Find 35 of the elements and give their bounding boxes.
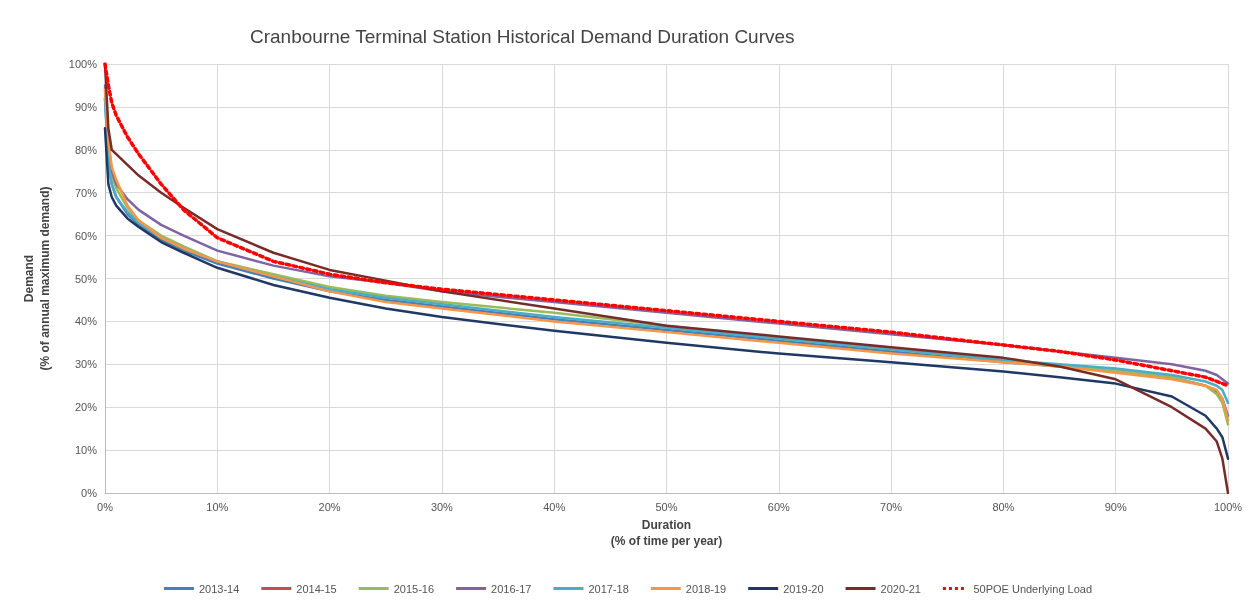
legend-label: 2016-17 [491,582,532,595]
x-tick-label: 60% [767,500,791,513]
y-tick-label: 10% [74,444,98,457]
x-tick-label: 30% [430,500,454,513]
line-series [103,127,1230,460]
x-tick-label: 50% [655,500,678,513]
x-tick-label: 20% [318,500,341,513]
x-axis-title: Duration (% of time per year) [610,517,723,548]
legend-label: 50POE Underlying Load [973,582,1093,595]
chart-title: Cranbourne Terminal Station Historical Demand Duration Curves [250,26,795,47]
y-tick-label: 80% [74,143,98,156]
x-tick-label: 80% [992,500,1015,513]
y-tick-label: 20% [74,401,98,414]
legend-label: 2013-14 [198,582,240,595]
y-tick-label: 50% [74,272,98,285]
legend-label: 2017-18 [588,582,629,595]
y-tick-label: 100% [68,58,98,70]
legend-label: 2020-21 [880,582,921,595]
x-tick-label: 40% [543,500,566,513]
legend-label: 2018-19 [685,582,727,595]
x-tick-label: 10% [206,500,229,513]
y-tick-label: 0% [81,487,98,499]
y-tick-label: 30% [74,358,98,371]
x-tick-label: 70% [880,500,903,513]
y-tick-label: 90% [74,100,98,113]
x-tick-label: 0% [97,500,114,513]
y-tick-label: 70% [74,186,98,199]
legend-label: 2015-16 [393,582,435,595]
y-tick-label: 40% [74,315,98,328]
y-axis-title: Demand (% of annual maximum demand) [22,186,52,371]
y-tick-label: 60% [74,229,98,242]
legend-label: 2014-15 [296,582,337,595]
legend-label: 2019-20 [783,582,824,595]
x-tick-label: 100% [1213,500,1243,513]
x-tick-label: 90% [1104,500,1127,513]
